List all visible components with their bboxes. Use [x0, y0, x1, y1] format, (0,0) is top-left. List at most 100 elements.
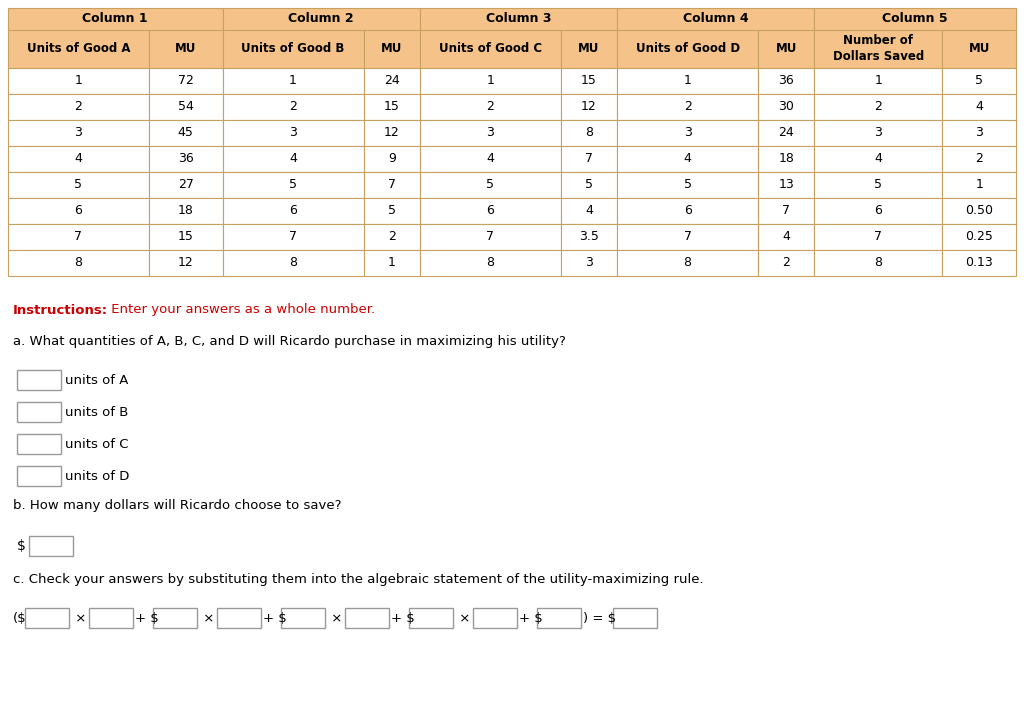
Text: 6: 6: [486, 205, 495, 218]
Bar: [148, 198, 222, 224]
Text: ×: ×: [455, 611, 475, 624]
Text: 36: 36: [178, 152, 194, 166]
Text: $: $: [17, 539, 26, 553]
Bar: [364, 94, 420, 120]
Text: Instructions:: Instructions:: [13, 304, 109, 316]
Bar: [814, 224, 942, 250]
Bar: [942, 146, 1016, 172]
Text: 5: 5: [684, 178, 691, 191]
Text: 7: 7: [782, 205, 791, 218]
Bar: [758, 68, 814, 94]
Text: 1: 1: [874, 75, 883, 87]
Bar: [409, 608, 453, 628]
Bar: [561, 172, 617, 198]
Bar: [222, 198, 364, 224]
Bar: [420, 172, 561, 198]
Text: Units of Good D: Units of Good D: [636, 43, 739, 55]
Text: 3: 3: [486, 127, 495, 139]
Text: 8: 8: [289, 257, 297, 269]
Text: ) = $: ) = $: [583, 611, 616, 624]
Text: 45: 45: [178, 127, 194, 139]
Text: 7: 7: [75, 230, 83, 243]
Bar: [814, 198, 942, 224]
Text: 4: 4: [684, 152, 691, 166]
Bar: [364, 172, 420, 198]
Text: Column 3: Column 3: [485, 13, 551, 26]
Text: 1: 1: [75, 75, 82, 87]
Text: 4: 4: [75, 152, 82, 166]
Bar: [473, 608, 517, 628]
Bar: [758, 172, 814, 198]
Text: 0.50: 0.50: [966, 205, 993, 218]
Text: 2: 2: [782, 257, 791, 269]
Text: ($: ($: [13, 611, 27, 624]
Bar: [942, 250, 1016, 276]
Text: b. How many dollars will Ricardo choose to save?: b. How many dollars will Ricardo choose …: [13, 500, 341, 513]
Text: 5: 5: [75, 178, 83, 191]
Bar: [222, 120, 364, 146]
Text: 6: 6: [75, 205, 82, 218]
Text: 7: 7: [684, 230, 691, 243]
Bar: [617, 198, 758, 224]
Bar: [222, 68, 364, 94]
Bar: [148, 250, 222, 276]
Text: c. Check your answers by substituting them into the algebraic statement of the u: c. Check your answers by substituting th…: [13, 574, 703, 587]
Bar: [420, 224, 561, 250]
Bar: [617, 224, 758, 250]
Text: 4: 4: [874, 152, 883, 166]
Text: 5: 5: [975, 75, 983, 87]
Text: 1: 1: [975, 178, 983, 191]
Bar: [148, 68, 222, 94]
Text: + $: + $: [263, 611, 287, 624]
Bar: [222, 8, 420, 30]
Text: 4: 4: [486, 152, 495, 166]
Bar: [148, 146, 222, 172]
Text: MU: MU: [381, 43, 402, 55]
Bar: [420, 94, 561, 120]
Bar: [364, 198, 420, 224]
Bar: [217, 608, 261, 628]
Text: 27: 27: [178, 178, 194, 191]
Bar: [420, 146, 561, 172]
Text: 8: 8: [684, 257, 691, 269]
Bar: [537, 608, 581, 628]
Bar: [222, 250, 364, 276]
Bar: [8, 224, 148, 250]
Bar: [8, 94, 148, 120]
Bar: [758, 120, 814, 146]
Text: ×: ×: [327, 611, 347, 624]
Bar: [148, 224, 222, 250]
Bar: [420, 198, 561, 224]
Text: 3: 3: [585, 257, 593, 269]
Text: units of A: units of A: [65, 373, 128, 387]
Bar: [153, 608, 197, 628]
Text: 2: 2: [874, 100, 883, 114]
Bar: [222, 224, 364, 250]
Bar: [222, 172, 364, 198]
Text: 7: 7: [874, 230, 883, 243]
Bar: [814, 250, 942, 276]
Text: 6: 6: [874, 205, 883, 218]
Text: 5: 5: [388, 205, 395, 218]
Bar: [561, 30, 617, 68]
Text: 5: 5: [486, 178, 495, 191]
Text: 6: 6: [684, 205, 691, 218]
Bar: [814, 30, 942, 68]
Text: 12: 12: [581, 100, 597, 114]
Text: 1: 1: [289, 75, 297, 87]
Text: MU: MU: [969, 43, 990, 55]
Bar: [617, 146, 758, 172]
Text: 3: 3: [975, 127, 983, 139]
Bar: [8, 8, 222, 30]
Text: 9: 9: [388, 152, 395, 166]
Text: 1: 1: [684, 75, 691, 87]
Bar: [148, 172, 222, 198]
Text: Units of Good A: Units of Good A: [27, 43, 130, 55]
Bar: [364, 120, 420, 146]
Text: 24: 24: [778, 127, 794, 139]
Bar: [758, 30, 814, 68]
Text: 12: 12: [384, 127, 399, 139]
Bar: [561, 146, 617, 172]
Bar: [420, 30, 561, 68]
Bar: [561, 68, 617, 94]
